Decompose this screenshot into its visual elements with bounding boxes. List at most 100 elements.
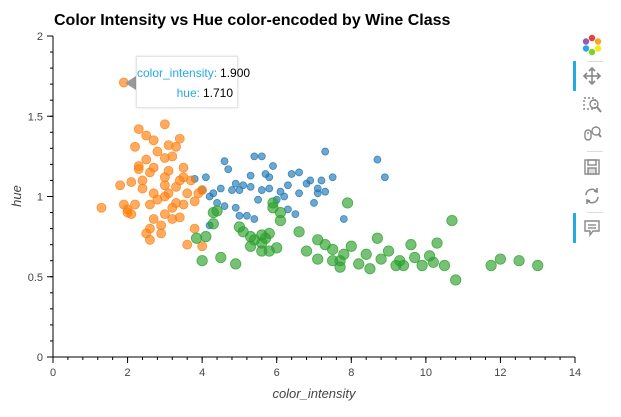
scatter-point[interactable] <box>256 237 268 249</box>
scatter-point[interactable] <box>405 239 417 251</box>
pan-icon[interactable] <box>577 63 607 89</box>
hover-icon[interactable] <box>577 215 607 241</box>
scatter-point[interactable] <box>220 157 229 166</box>
scatter-point[interactable] <box>96 202 107 213</box>
scatter-point[interactable] <box>339 215 348 223</box>
scatter-point[interactable] <box>126 177 137 187</box>
scatter-point[interactable] <box>246 171 255 180</box>
scatter-point[interactable] <box>257 186 266 194</box>
scatter-point[interactable] <box>190 232 203 244</box>
scatter-point[interactable] <box>205 192 214 201</box>
scatter-point[interactable] <box>239 181 248 190</box>
scatter-point[interactable] <box>313 184 322 193</box>
scatter-point[interactable] <box>207 218 219 230</box>
scatter-point[interactable] <box>220 202 229 211</box>
scatter-point[interactable] <box>371 232 383 244</box>
scatter-point[interactable] <box>228 186 236 194</box>
scatter-point[interactable] <box>312 253 324 265</box>
scatter-point[interactable] <box>159 119 170 130</box>
scatter-point[interactable] <box>295 189 303 198</box>
scatter-point[interactable] <box>159 209 170 220</box>
scatter-point[interactable] <box>416 259 428 272</box>
scatter-point[interactable] <box>317 176 326 185</box>
scatter-point[interactable] <box>163 140 174 151</box>
scatter-point[interactable] <box>380 173 389 182</box>
scatter-point[interactable] <box>341 197 354 209</box>
scatter-point[interactable] <box>231 179 240 188</box>
scatter-point[interactable] <box>409 251 421 264</box>
scatter-point[interactable] <box>280 192 289 201</box>
scatter-point[interactable] <box>201 173 210 182</box>
scatter-point[interactable] <box>189 223 200 234</box>
scatter-point[interactable] <box>321 187 330 196</box>
scatter-point[interactable] <box>263 227 275 240</box>
scatter-point[interactable] <box>156 228 167 239</box>
scatter-point[interactable] <box>133 124 144 134</box>
scatter-point[interactable] <box>148 214 159 224</box>
scatter-point[interactable] <box>295 168 303 177</box>
scatter-point[interactable] <box>338 248 350 260</box>
scatter-point[interactable] <box>178 172 189 183</box>
scatter-point[interactable] <box>242 211 251 220</box>
scatter-point[interactable] <box>375 253 387 265</box>
scatter-point[interactable] <box>353 258 365 270</box>
scatter-point[interactable] <box>246 182 255 191</box>
scatter-point[interactable] <box>265 184 274 193</box>
scatter-point[interactable] <box>122 207 133 218</box>
scatter-point[interactable] <box>446 214 458 227</box>
scatter-point[interactable] <box>196 255 208 267</box>
scatter-point[interactable] <box>215 251 227 264</box>
scatter-point[interactable] <box>310 199 318 207</box>
scatter-point[interactable] <box>287 170 296 178</box>
scatter-point[interactable] <box>254 195 262 204</box>
scatter-point[interactable] <box>197 241 208 252</box>
scatter-point[interactable] <box>382 245 395 257</box>
scatter-point[interactable] <box>235 211 244 220</box>
scatter-point[interactable] <box>115 180 126 191</box>
scatter-point[interactable] <box>130 141 140 152</box>
scatter-point[interactable] <box>171 181 181 192</box>
scatter-point[interactable] <box>163 188 174 199</box>
scatter-point[interactable] <box>178 199 189 210</box>
scatter-point[interactable] <box>200 231 212 243</box>
scatter-point[interactable] <box>159 153 170 163</box>
scatter-point[interactable] <box>233 221 246 233</box>
scatter-point[interactable] <box>137 175 148 186</box>
scatter-point[interactable] <box>306 176 315 185</box>
scatter-point[interactable] <box>182 239 193 250</box>
scatter-point[interactable] <box>141 130 152 141</box>
scatter-point[interactable] <box>327 243 339 256</box>
scatter-point[interactable] <box>250 152 259 161</box>
scatter-point[interactable] <box>267 202 279 214</box>
scatter-point[interactable] <box>327 255 339 267</box>
scatter-point[interactable] <box>513 255 525 267</box>
box-zoom-icon[interactable] <box>577 92 607 118</box>
scatter-point[interactable] <box>450 274 462 286</box>
scatter-point[interactable] <box>141 154 152 165</box>
scatter-point[interactable] <box>283 181 292 190</box>
scatter-point[interactable] <box>231 203 240 212</box>
scatter-point[interactable] <box>394 255 406 267</box>
scatter-point[interactable] <box>145 199 155 210</box>
scatter-point[interactable] <box>250 215 259 223</box>
scatter-point[interactable] <box>300 245 313 257</box>
scatter-point[interactable] <box>265 173 274 182</box>
scatter-point[interactable] <box>438 259 451 272</box>
scatter-point[interactable] <box>360 248 372 260</box>
bokeh-logo-icon[interactable] <box>577 32 607 58</box>
scatter-point[interactable] <box>373 155 382 164</box>
scatter-point[interactable] <box>257 152 266 161</box>
scatter-point[interactable] <box>271 242 283 254</box>
scatter-point[interactable] <box>423 250 436 262</box>
scatter-point[interactable] <box>224 165 233 174</box>
scatter-point[interactable] <box>245 240 257 252</box>
scatter-point[interactable] <box>174 212 185 223</box>
wheel-zoom-icon[interactable] <box>577 121 607 147</box>
scatter-point[interactable] <box>211 205 223 217</box>
scatter-point[interactable] <box>159 172 170 183</box>
scatter-point[interactable] <box>152 146 163 157</box>
scatter-point[interactable] <box>321 147 330 156</box>
scatter-point[interactable] <box>189 196 200 207</box>
scatter-point[interactable] <box>494 253 507 265</box>
